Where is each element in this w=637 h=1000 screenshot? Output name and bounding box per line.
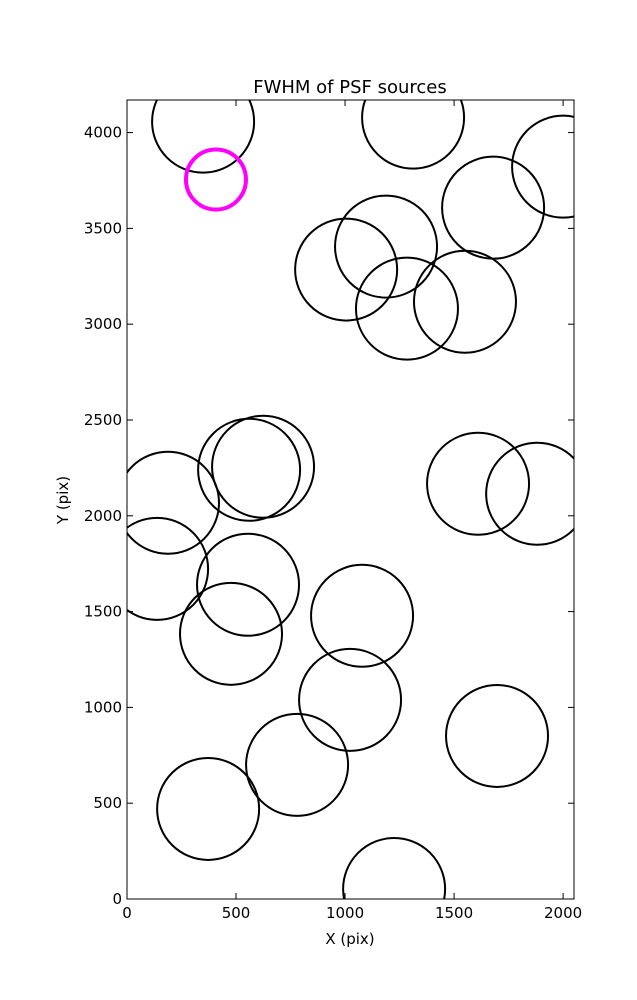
source-circle xyxy=(342,837,447,899)
source-circle xyxy=(183,147,248,212)
source-circle xyxy=(485,441,574,546)
source-circle xyxy=(426,431,531,536)
chart-title: FWHM of PSF sources xyxy=(253,77,447,98)
y-tick-label: 2000 xyxy=(84,507,122,525)
source-circle xyxy=(196,532,301,637)
axes-frame xyxy=(126,99,575,900)
y-tick-label: 0 xyxy=(112,890,122,908)
x-axis-label: X (pix) xyxy=(325,930,374,948)
source-circle xyxy=(412,249,517,354)
x-tick-label: 1500 xyxy=(435,904,473,922)
plot-area xyxy=(127,100,574,899)
y-axis-label: Y (pix) xyxy=(54,476,72,525)
source-circle xyxy=(445,683,550,788)
y-tick-label: 3500 xyxy=(84,219,122,237)
source-circle xyxy=(211,414,316,519)
source-circle xyxy=(511,114,574,219)
y-tick-label: 1000 xyxy=(84,698,122,716)
source-circle xyxy=(310,563,415,668)
source-circle xyxy=(361,100,466,170)
source-circle xyxy=(179,581,284,686)
source-circle xyxy=(151,100,256,174)
source-circle xyxy=(245,712,350,817)
x-tick-label: 500 xyxy=(222,904,251,922)
y-tick-label: 2500 xyxy=(84,411,122,429)
source-circle xyxy=(441,155,546,260)
source-circle xyxy=(298,647,403,752)
x-tick-label: 2000 xyxy=(544,904,582,922)
x-tick-label: 1000 xyxy=(326,904,364,922)
source-circle xyxy=(156,756,261,861)
source-circle xyxy=(127,450,220,555)
source-circle xyxy=(354,256,459,361)
source-circle xyxy=(197,417,302,522)
y-tick-label: 3000 xyxy=(84,315,122,333)
x-tick-label: 0 xyxy=(122,904,132,922)
source-circle xyxy=(294,217,399,322)
source-circle xyxy=(334,194,439,299)
source-circle xyxy=(127,516,210,621)
y-tick-label: 1500 xyxy=(84,603,122,621)
y-tick-label: 4000 xyxy=(84,124,122,142)
y-tick-label: 500 xyxy=(93,794,122,812)
